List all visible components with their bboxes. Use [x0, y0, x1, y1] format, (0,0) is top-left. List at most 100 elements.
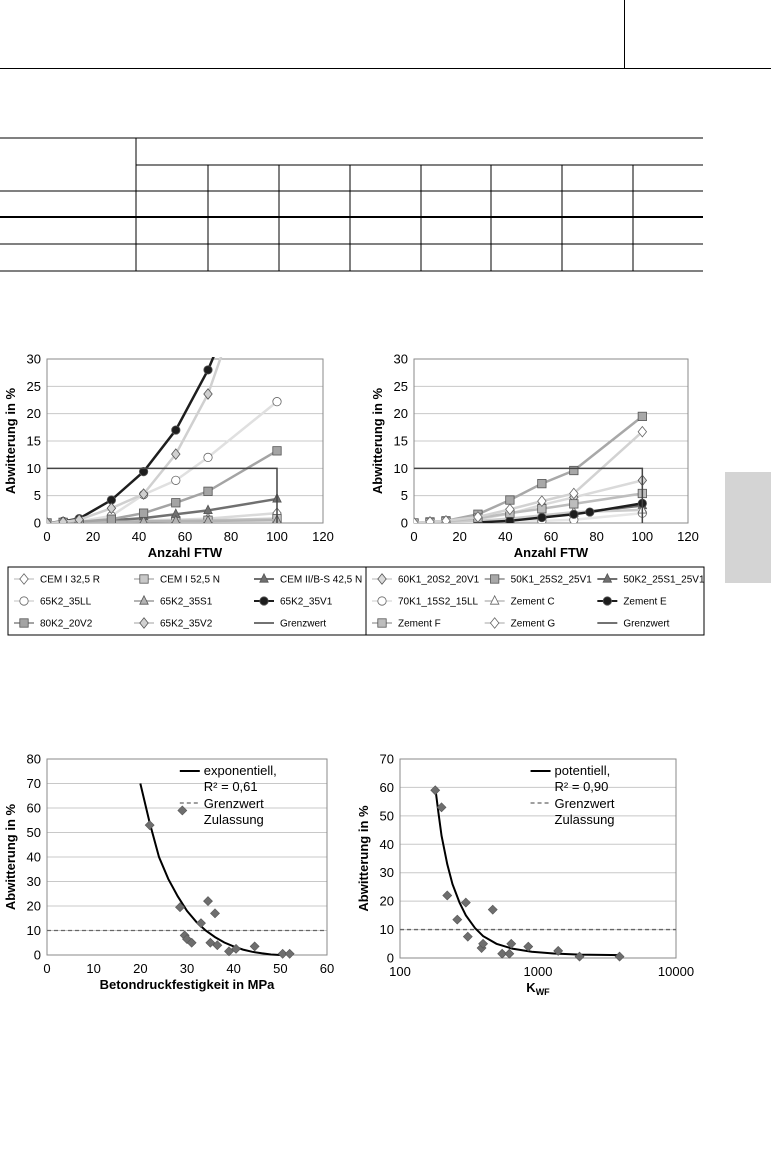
legend-label: 65K2_35S1 — [160, 597, 213, 608]
y-tick-label: 30 — [380, 865, 394, 880]
data-point — [497, 948, 508, 959]
legend-entry: Zement C — [484, 594, 555, 608]
data-point — [171, 425, 181, 435]
legend-label: 65K2_35LL — [40, 597, 92, 608]
legend-label: CEM I 52,5 N — [160, 575, 220, 586]
data-point — [537, 495, 547, 507]
y-tick-label: 0 — [34, 516, 41, 531]
data-point — [585, 507, 595, 517]
x-tick-label: 60 — [544, 529, 558, 544]
x-tick-label: 20 — [452, 529, 466, 544]
x-tick-label: 60 — [320, 961, 334, 976]
legend-fit-r2: R² = 0,90 — [555, 779, 609, 794]
data-point — [249, 941, 260, 952]
x-tick-label: 40 — [132, 529, 146, 544]
x-axis-label: Betondruckfestigkeit in MPa — [100, 977, 276, 992]
y-axis-label: Abwitterung in % — [3, 803, 18, 910]
data-point — [139, 515, 148, 523]
data-point — [505, 495, 515, 505]
x-tick-label: 10000 — [658, 964, 694, 979]
legend-threshold-label: Grenzwert — [555, 796, 615, 811]
y-tick-label: 30 — [27, 352, 41, 367]
legend-box — [365, 566, 705, 636]
data-point — [505, 516, 515, 523]
data-point — [462, 931, 473, 942]
data-point — [218, 333, 226, 341]
x-tick-label: 80 — [589, 529, 603, 544]
y-tick-label: 60 — [380, 780, 394, 795]
legend-fit-r2: R² = 0,61 — [204, 779, 258, 794]
x-axis-label: Anzahl FTW — [148, 545, 223, 560]
legend-label: Zement F — [398, 619, 441, 630]
x-tick-label: 40 — [226, 961, 240, 976]
x-tick-label: 120 — [312, 529, 334, 544]
chart-4: 0 10 20 30 40 50 60 70 100 1000 10000 KWF Abwitterun… — [356, 752, 694, 998]
data-point — [210, 908, 220, 919]
plot-area — [46, 358, 324, 524]
y-tick-label: 60 — [27, 801, 41, 816]
y-tick-label: 10 — [394, 461, 408, 476]
data-point — [139, 617, 149, 629]
data-point — [139, 467, 149, 477]
chart-2: 0 5 10 15 20 25 30 0 20 40 60 80 100 120 Anzahl FTW Abw… — [365, 352, 705, 636]
data-point — [574, 951, 585, 962]
data-point — [637, 425, 648, 438]
x-axis-label: KWF — [526, 980, 550, 997]
data-point — [139, 574, 149, 584]
x-tick-label: 20 — [133, 961, 147, 976]
legend-entry: 65K2_35V1 — [254, 596, 333, 608]
data-point — [259, 596, 269, 606]
legend-entry: Zement F — [372, 618, 441, 630]
data-point — [277, 948, 288, 959]
y-tick-label: 50 — [380, 808, 394, 823]
data-point — [171, 514, 180, 523]
data-point — [212, 940, 223, 951]
data-point — [205, 937, 216, 948]
data-point — [171, 498, 181, 508]
y-tick-label: 30 — [394, 352, 408, 367]
chart-1: 0 5 10 15 20 25 30 0 20 40 60 80 100 120 Anzahl FTW Abw… — [3, 333, 369, 636]
y-tick-label: 25 — [394, 379, 408, 394]
legend-label: Grenzwert — [623, 619, 669, 630]
legend-label: Zement E — [623, 597, 667, 608]
data-point — [478, 938, 489, 949]
legend-entry: CEM II/B-S 42,5 N — [254, 572, 362, 586]
plot-area — [413, 358, 689, 524]
x-tick-label: 100 — [389, 964, 411, 979]
legend-entry: 50K2_25S1_25V1 — [597, 572, 705, 586]
y-tick-label: 20 — [27, 899, 41, 914]
data-point — [139, 594, 149, 605]
data-point — [489, 617, 500, 629]
legend-fit-label: potentiell, — [555, 763, 611, 778]
legend-entry: Zement G — [484, 617, 556, 630]
data-point — [203, 514, 213, 523]
y-tick-label: 0 — [401, 516, 408, 531]
data-point — [377, 573, 387, 585]
data-point — [144, 820, 155, 831]
x-tick-label: 0 — [43, 529, 50, 544]
data-point — [602, 572, 613, 583]
data-point — [203, 452, 213, 462]
data-point — [505, 503, 515, 516]
x-tick-label: 100 — [631, 529, 653, 544]
data-point — [425, 516, 435, 523]
y-tick-label: 70 — [27, 776, 41, 791]
legend-entry: 65K2_35V2 — [134, 617, 213, 630]
legend-label: Grenzwert — [280, 619, 326, 630]
legend-label: Zement G — [511, 619, 556, 630]
legend-label: 60K1_20S2_20V1 — [398, 575, 480, 586]
x-tick-label: 60 — [178, 529, 192, 544]
data-point — [614, 951, 625, 962]
y-tick-label: 15 — [394, 434, 408, 449]
data-point — [569, 487, 579, 500]
chart-3: 0 10 20 30 40 50 60 70 80 0 10 20 30 40 50 60 Betondruck… — [3, 752, 334, 993]
y-tick-label: 80 — [27, 752, 41, 767]
legend-label: 50K1_25S2_25V1 — [511, 575, 593, 586]
legend-entry: Zement E — [597, 596, 667, 608]
data-point — [203, 896, 213, 907]
series-line — [414, 415, 644, 523]
legend-entry: Grenzwert — [254, 619, 326, 630]
data-point — [490, 574, 500, 584]
legend-entry: 70K1_15S2_15LL — [372, 596, 479, 608]
